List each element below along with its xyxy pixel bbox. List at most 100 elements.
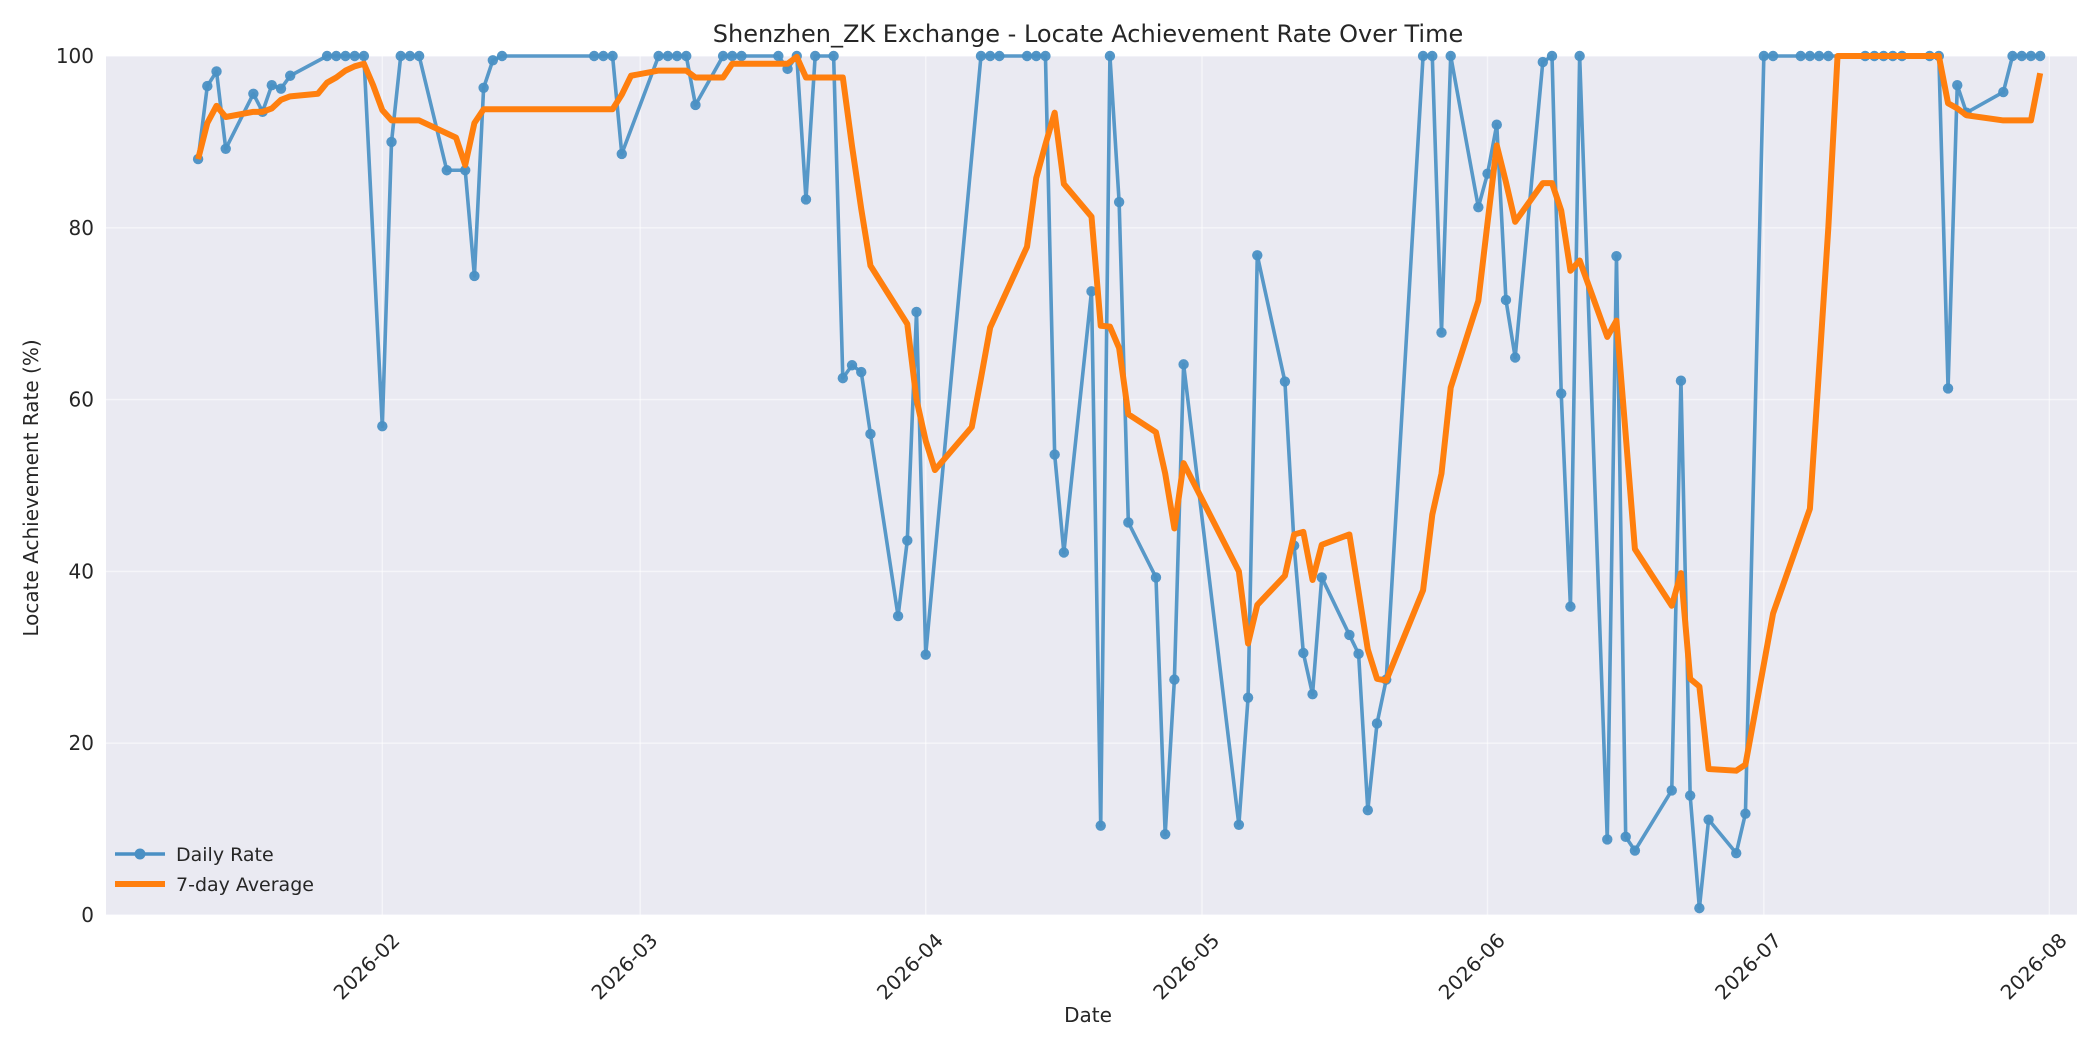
- x-tick-label: 2026-02: [329, 928, 405, 1004]
- chart-title: Shenzhen_ZK Exchange - Locate Achievemen…: [713, 20, 1464, 48]
- daily-rate-point: [1113, 196, 1125, 208]
- daily-rate-point: [607, 50, 618, 62]
- daily-rate-point: [1104, 50, 1116, 62]
- daily-rate-point: [340, 50, 351, 62]
- daily-rate-point: [809, 50, 821, 62]
- daily-rate-point: [598, 50, 609, 62]
- daily-rate-point: [1473, 201, 1484, 213]
- x-tick-label: 2026-07: [1710, 928, 1786, 1004]
- daily-rate-point: [671, 50, 683, 62]
- daily-rate-point: [727, 50, 738, 62]
- daily-rate-point: [395, 50, 406, 62]
- y-tick-label: 60: [69, 388, 94, 412]
- daily-rate-point: [266, 80, 277, 91]
- daily-rate-point: [653, 50, 664, 62]
- daily-rate-point: [1666, 785, 1677, 796]
- daily-rate-point: [1740, 808, 1751, 819]
- x-tick-label: 2026-05: [1148, 928, 1224, 1004]
- daily-rate-point: [1509, 352, 1521, 363]
- x-tick-label: 2026-04: [872, 928, 948, 1004]
- x-axis-title: Date: [1064, 1003, 1112, 1027]
- legend-label-daily-rate: Daily Rate: [176, 844, 274, 866]
- daily-rate-point: [1629, 845, 1641, 856]
- legend-marker-daily-rate: [134, 848, 146, 860]
- daily-rate-point: [1159, 829, 1171, 840]
- daily-rate-point: [588, 50, 600, 62]
- daily-rate-point: [1021, 50, 1033, 62]
- daily-rate-point: [211, 66, 222, 77]
- daily-rate-point: [911, 306, 922, 318]
- daily-rate-point: [1058, 547, 1070, 558]
- y-tick-label: 40: [69, 559, 94, 583]
- daily-rate-point: [441, 165, 452, 176]
- y-tick-label: 100: [56, 44, 94, 68]
- daily-rate-point: [1445, 50, 1456, 62]
- daily-rate-point: [773, 50, 784, 62]
- daily-rate-point: [2007, 50, 2018, 62]
- daily-rate-point: [1362, 805, 1374, 816]
- daily-rate-point: [837, 372, 849, 384]
- daily-rate-point: [975, 50, 987, 62]
- daily-rate-point: [1427, 50, 1438, 62]
- daily-rate-point: [616, 148, 627, 160]
- daily-rate-point: [285, 70, 296, 81]
- daily-rate-point: [865, 428, 876, 440]
- daily-rate-point: [1233, 819, 1245, 831]
- y-tick-label: 0: [81, 903, 94, 927]
- daily-rate-point: [413, 50, 425, 62]
- daily-rate-point: [1049, 449, 1060, 460]
- daily-rate-point: [1086, 286, 1097, 297]
- daily-rate-point: [1150, 572, 1162, 583]
- daily-rate-point: [460, 165, 471, 176]
- daily-rate-point: [386, 136, 397, 148]
- daily-rate-point: [377, 421, 388, 432]
- daily-rate-point: [846, 360, 858, 371]
- daily-rate-point: [1298, 647, 1309, 659]
- daily-rate-point: [404, 50, 416, 62]
- daily-rate-point: [856, 366, 867, 378]
- daily-rate-point: [800, 194, 812, 205]
- legend: Daily Rate 7-day Average: [115, 844, 314, 896]
- daily-rate-point: [984, 50, 996, 62]
- daily-rate-point: [1795, 50, 1806, 62]
- daily-rate-point: [1316, 572, 1327, 583]
- daily-rate-point: [1353, 648, 1364, 660]
- y-tick-label: 80: [69, 216, 94, 240]
- daily-rate-point: [1684, 790, 1696, 801]
- daily-rate-point: [681, 50, 692, 62]
- daily-rate-point: [1242, 692, 1254, 703]
- seven-day-average-line: [195, 53, 2044, 774]
- daily-rate-point: [1611, 250, 1622, 262]
- daily-rate-point: [1703, 814, 1714, 825]
- daily-rate-point: [1344, 629, 1355, 641]
- daily-rate-point: [1767, 50, 1779, 62]
- daily-rate-point: [1436, 327, 1447, 338]
- daily-rate-point: [1417, 50, 1429, 62]
- daily-rate-point: [1500, 294, 1512, 306]
- daily-rate-point: [1178, 359, 1189, 370]
- daily-rate-point: [1620, 831, 1631, 843]
- legend-label-7-day-average: 7-day Average: [176, 874, 314, 896]
- daily-rate-point: [1813, 50, 1825, 62]
- series-7-day-average: [195, 53, 2044, 774]
- daily-rate-point: [349, 50, 360, 62]
- daily-rate-point: [1694, 902, 1705, 914]
- x-axis-ticks: 2026-02 2026-03 2026-04 2026-05 2026-06 2026-…: [329, 928, 2072, 1004]
- plot-area: [106, 56, 2077, 915]
- daily-rate-point: [736, 50, 747, 62]
- daily-rate-point: [690, 99, 701, 111]
- daily-rate-point: [828, 50, 839, 62]
- daily-rate-point: [1537, 56, 1549, 68]
- daily-rate-point: [1731, 847, 1742, 859]
- daily-rate-point: [2034, 50, 2046, 62]
- daily-rate-point: [478, 82, 489, 93]
- daily-rate-point: [1574, 50, 1585, 62]
- daily-rate-point: [1307, 689, 1318, 700]
- daily-rate-point: [892, 610, 904, 622]
- y-axis-title: Locate Achievement Rate (%): [19, 339, 43, 636]
- daily-rate-point: [902, 535, 913, 546]
- daily-rate-point: [1675, 375, 1687, 386]
- daily-rate-point: [248, 88, 259, 99]
